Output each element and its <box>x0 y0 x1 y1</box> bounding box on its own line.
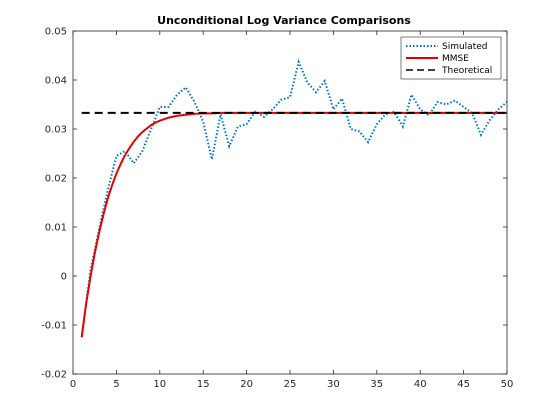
x-tick-label: 0 <box>70 379 76 390</box>
legend: Simulated MMSE Theoretical <box>400 36 502 80</box>
legend-label-mmse: MMSE <box>442 54 469 64</box>
ticks-layer: 0 5 10 15 20 25 30 35 40 45 50 -0.02 -0.01 0 0.01 0.02 0… <box>41 27 513 391</box>
series-layer <box>80 58 508 338</box>
chart-title: Unconditional Log Variance Comparisons <box>157 14 411 27</box>
y-tick-label: 0.04 <box>45 76 67 87</box>
x-tick-label: 40 <box>414 379 427 390</box>
x-tick-label: 35 <box>370 379 383 390</box>
y-tick-label: -0.01 <box>41 321 67 332</box>
y-tick-label: 0.02 <box>45 174 67 185</box>
x-tick-label: 25 <box>284 379 297 390</box>
x-tick-label: 15 <box>197 379 210 390</box>
plot-area <box>73 31 507 374</box>
x-tick-label: 30 <box>327 379 340 390</box>
legend-label-theoretical: Theoretical <box>441 66 492 76</box>
y-tick-label: 0.05 <box>45 27 67 38</box>
y-tick-label: 0.03 <box>45 125 67 136</box>
x-tick-label: 5 <box>113 379 119 390</box>
y-tick-label: -0.02 <box>41 370 67 381</box>
x-tick-label: 45 <box>457 379 470 390</box>
x-tick-label: 20 <box>240 379 253 390</box>
y-tick-label: 0 <box>61 272 67 283</box>
x-tick-label: 10 <box>153 379 166 390</box>
y-tick-label: 0.01 <box>45 223 67 234</box>
legend-label-simulated: Simulated <box>442 42 487 52</box>
x-tick-label: 50 <box>501 379 514 390</box>
